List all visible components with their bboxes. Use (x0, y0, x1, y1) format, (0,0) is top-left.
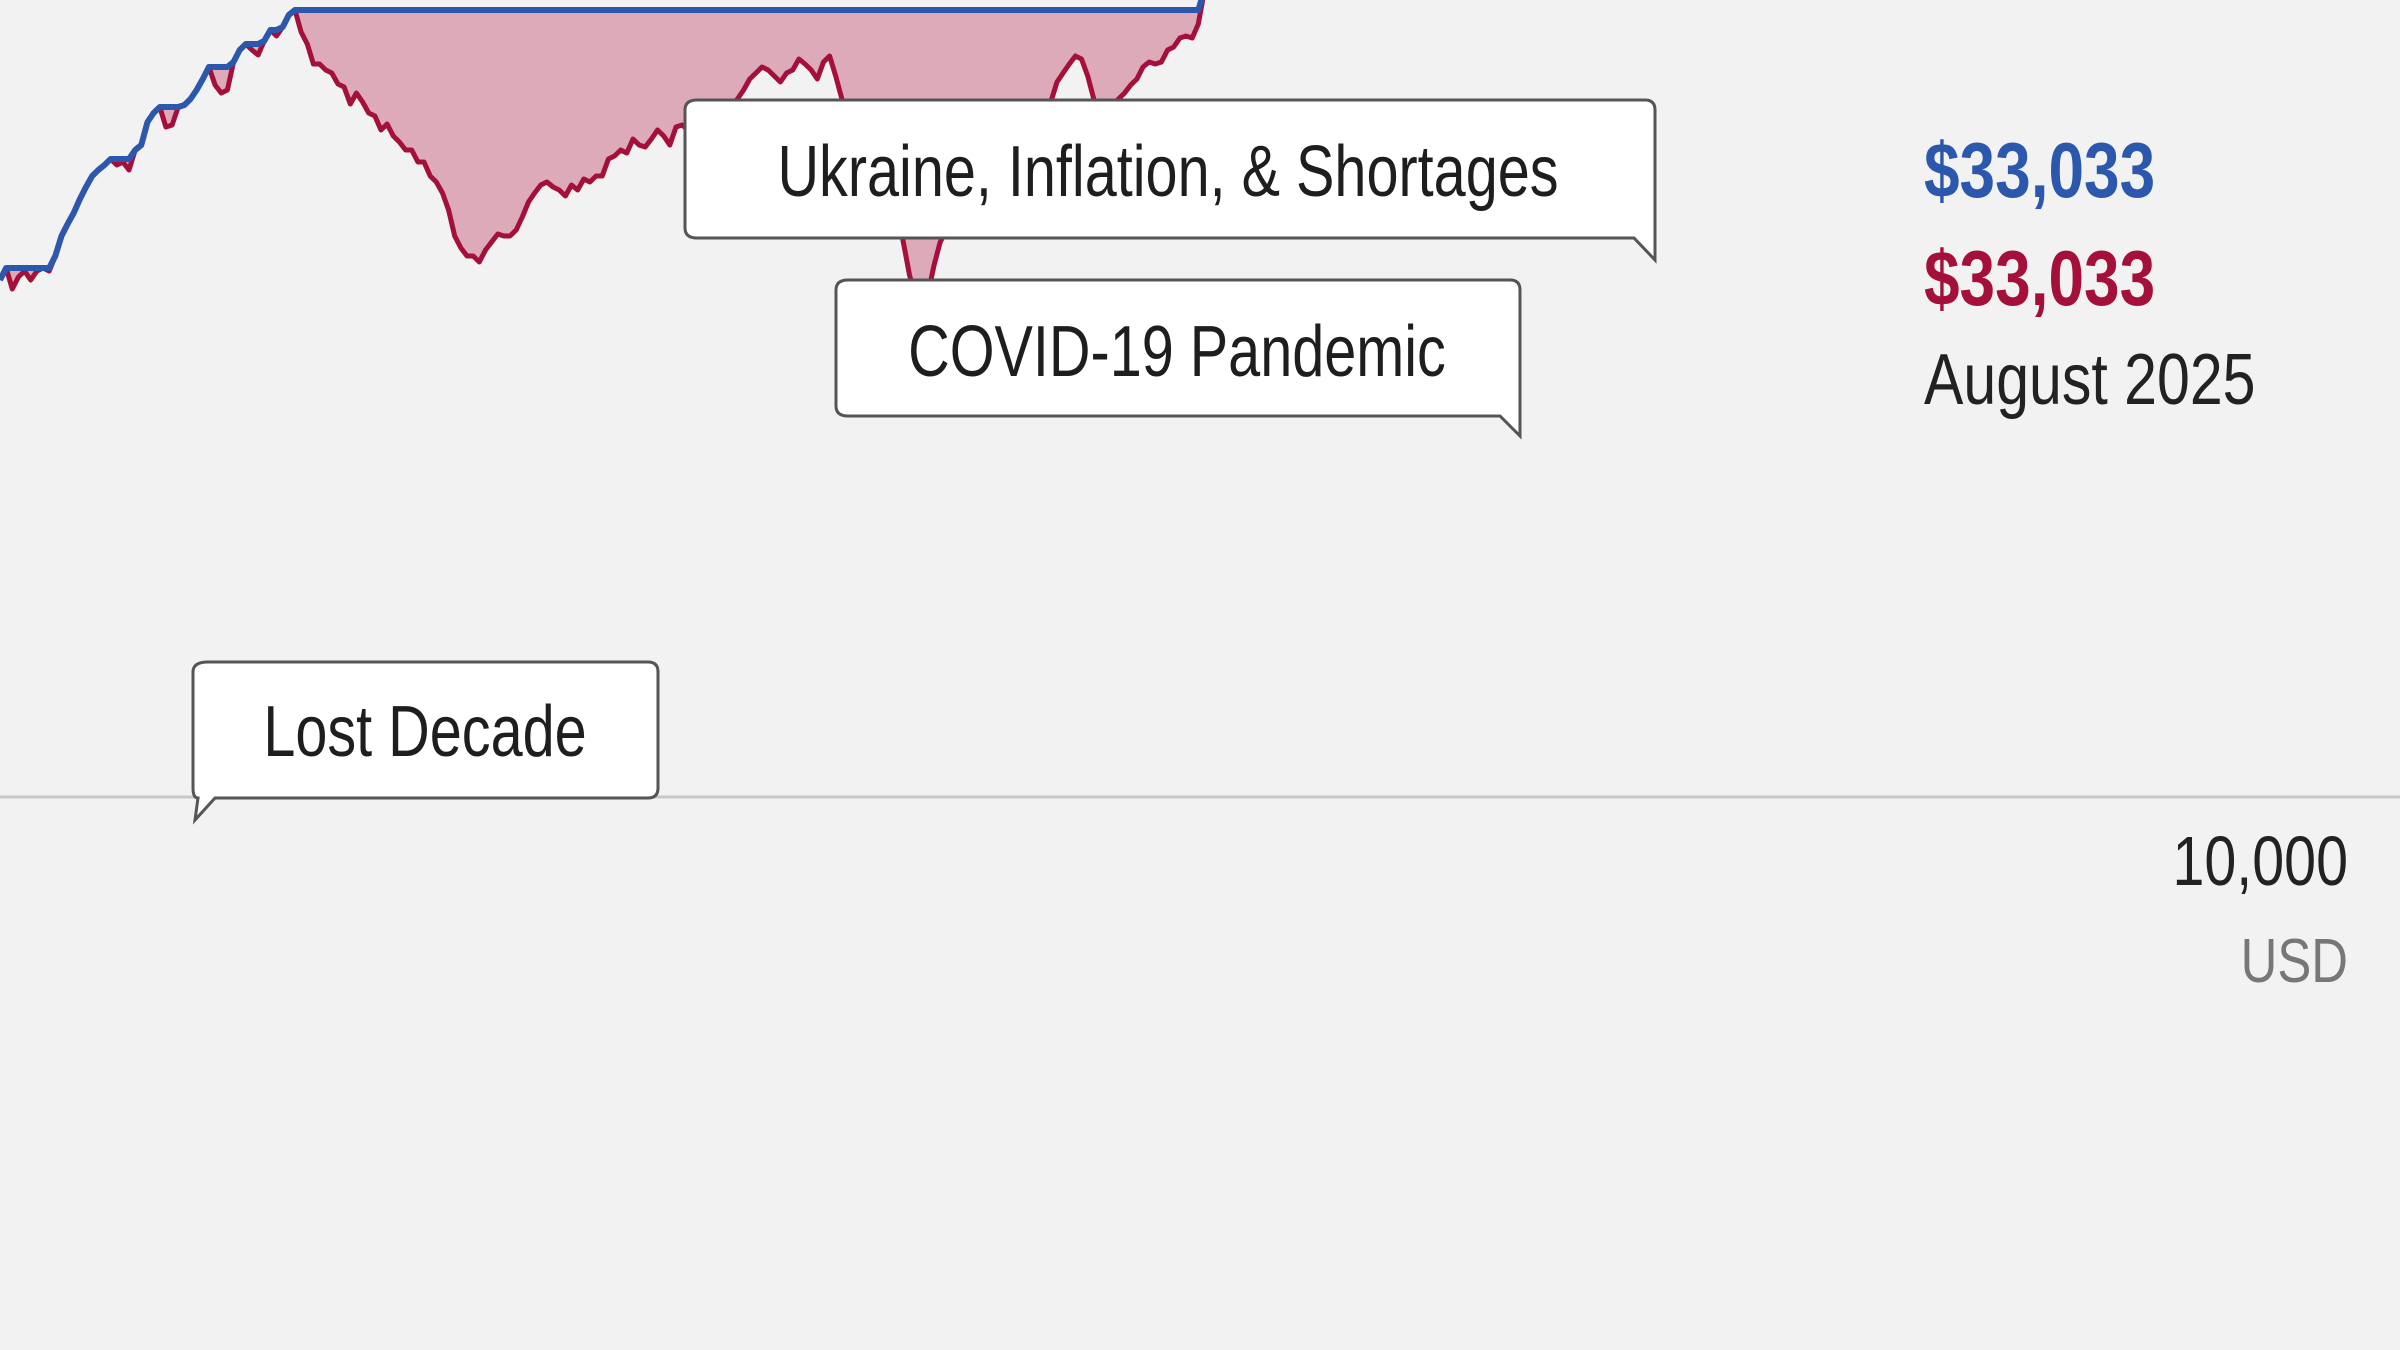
callout-box-ukraine (683, 98, 1657, 264)
annotation-ukraine: Ukraine, Inflation, & Shortages (683, 98, 1657, 264)
callout-text-covid: COVID-19 Pandemic (908, 311, 1446, 392)
y-unit-label: USD (2241, 927, 2348, 996)
end-label-current-value: $33,033 (1924, 235, 2155, 322)
callout-box-lost-decade (191, 660, 660, 825)
series-line-peak (0, 0, 1205, 282)
callout-box-covid (834, 278, 1522, 440)
callout-text-ukraine: Ukraine, Inflation, & Shortages (777, 131, 1558, 212)
gridline-label-10000: 10,000 (2172, 822, 2348, 901)
drawdown-area (0, 0, 1203, 314)
annotation-lost-decade: Lost Decade (191, 660, 660, 825)
end-label-date: August 2025 (1924, 338, 2256, 419)
end-label-peak-value: $33,033 (1924, 127, 2155, 214)
annotation-covid: COVID-19 Pandemic (834, 278, 1522, 440)
callout-text-lost-decade: Lost Decade (263, 691, 586, 772)
